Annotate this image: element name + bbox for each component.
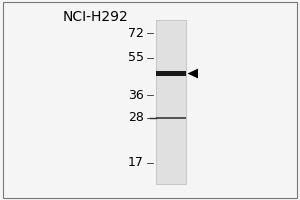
Text: 72: 72 [128, 27, 144, 40]
Text: NCI-H292: NCI-H292 [63, 10, 129, 24]
Text: 36: 36 [128, 89, 144, 102]
Text: 55: 55 [128, 51, 144, 64]
Bar [156, 71, 186, 76]
Polygon shape [188, 69, 198, 78]
Text: 28: 28 [128, 111, 144, 124]
Bar [156, 117, 186, 119]
Bar [156, 20, 186, 184]
Text: 17: 17 [128, 156, 144, 169]
